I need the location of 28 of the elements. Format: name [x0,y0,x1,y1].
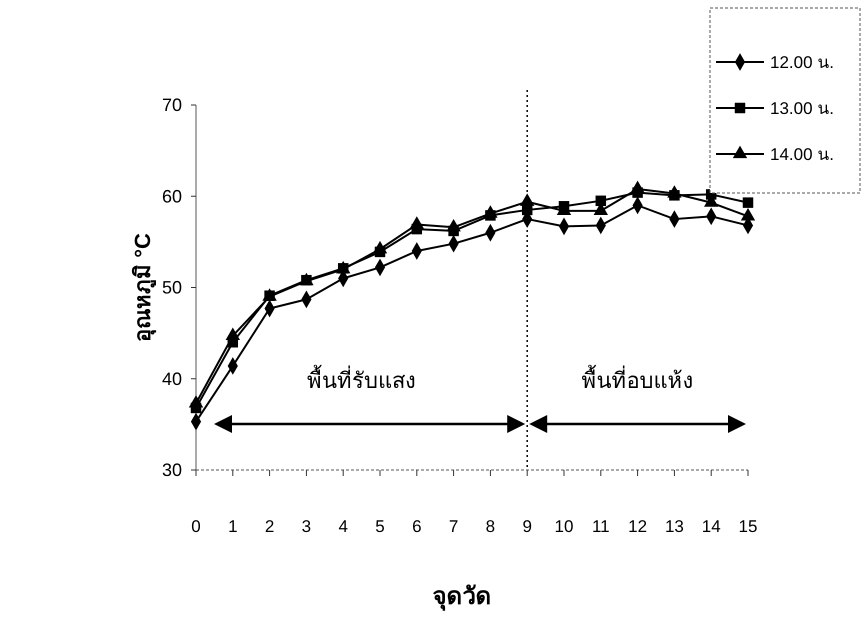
x-tick-label: 4 [338,517,348,536]
x-tick-label: 13 [664,517,684,536]
x-tick-label: 5 [375,517,385,536]
x-tick-label: 0 [191,517,201,536]
y-tick-label: 50 [162,278,182,298]
x-tick-label: 12 [628,517,648,536]
x-tick-label: 9 [522,517,532,536]
annotation: พื้นที่อบแห้ง [582,365,694,393]
y-tick-label: 60 [162,186,182,206]
x-axis-title: จุดวัด [432,583,492,612]
x-tick-label: 14 [702,517,721,536]
legend-label: 13.00 น. [770,99,834,118]
y-tick-label: 40 [162,368,182,389]
x-tick-label: 1 [228,517,238,536]
x-tick-label: 15 [738,517,758,536]
x-tick-label: 8 [486,517,496,536]
x-tick-label: 7 [448,517,458,536]
y-tick-label: 30 [162,460,182,480]
x-tick-label: 3 [302,517,312,536]
legend-label: 12.00 น. [770,53,834,72]
x-tick-label: 10 [554,517,574,536]
annotation: พื้นที่รับแสง [307,365,416,393]
y-tick-label: 70 [162,95,182,115]
legend-label: 14.00 น. [770,145,834,164]
x-tick-label: 6 [412,517,422,536]
x-tick-label: 2 [264,517,274,536]
x-tick-label: 11 [592,517,610,536]
y-axis-title: อุณหภูมิ °C [130,232,157,342]
